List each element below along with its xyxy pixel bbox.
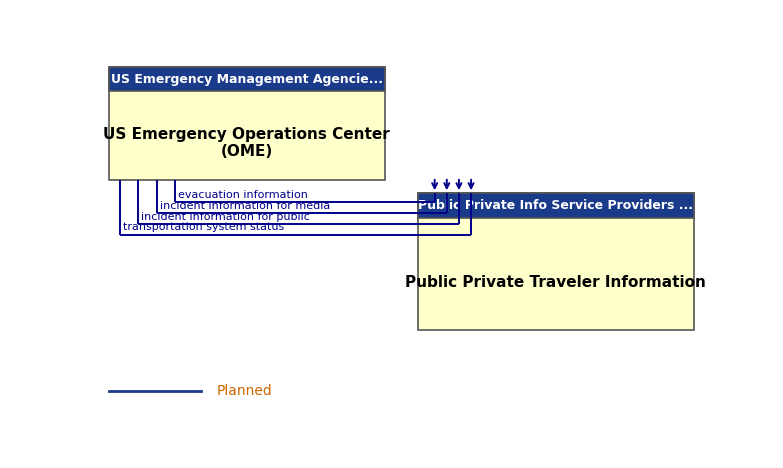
Text: US Emergency Management Agencie...: US Emergency Management Agencie...	[111, 73, 383, 86]
Text: US Emergency Operations Center
(OME): US Emergency Operations Center (OME)	[103, 127, 390, 159]
Text: Public Private Info Service Providers ...: Public Private Info Service Providers ..…	[418, 199, 693, 212]
Text: incident information for media: incident information for media	[161, 201, 330, 211]
Bar	[109, 67, 385, 181]
Text: evacuation information: evacuation information	[178, 190, 308, 200]
Bar	[109, 67, 385, 91]
Bar	[417, 193, 694, 218]
Bar	[417, 193, 694, 218]
Text: incident information for public: incident information for public	[141, 212, 310, 221]
Text: Planned: Planned	[216, 384, 272, 398]
Text: transportation system status: transportation system status	[123, 222, 284, 233]
Text: Public Private Traveler Information: Public Private Traveler Information	[406, 275, 706, 290]
Bar	[109, 67, 385, 91]
Bar	[417, 193, 694, 330]
